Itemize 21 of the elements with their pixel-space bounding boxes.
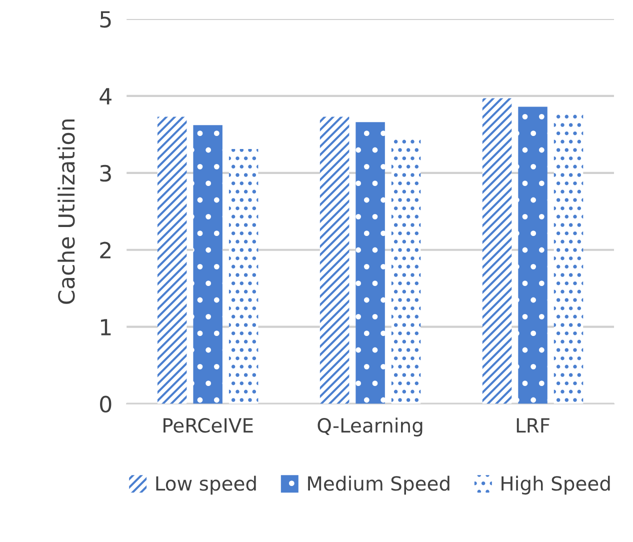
x-tick-label: Q-Learning	[318, 418, 422, 436]
bar	[320, 116, 350, 404]
y-tick-label: 3	[100, 164, 111, 182]
bar	[482, 98, 512, 404]
legend-label: Medium Speed	[308, 476, 450, 495]
y-tick-label: 0	[100, 396, 112, 413]
y-axis-title: Cache Utilization	[58, 120, 75, 304]
x-tick-label: PeRCeIVE	[164, 418, 253, 433]
bar	[356, 122, 385, 404]
bar	[518, 106, 548, 404]
x-tick-label: LRF	[516, 418, 550, 432]
bar	[157, 116, 187, 404]
legend-label: Low speed	[156, 476, 256, 495]
bar	[554, 114, 584, 404]
bar	[228, 149, 258, 404]
y-tick-label: 4	[100, 88, 112, 104]
bar	[193, 125, 222, 404]
legend-label: High Speed	[502, 476, 610, 495]
y-tick-label: 5	[100, 11, 111, 28]
y-tick-label: 1	[101, 319, 111, 336]
y-tick-label: 2	[100, 242, 110, 258]
